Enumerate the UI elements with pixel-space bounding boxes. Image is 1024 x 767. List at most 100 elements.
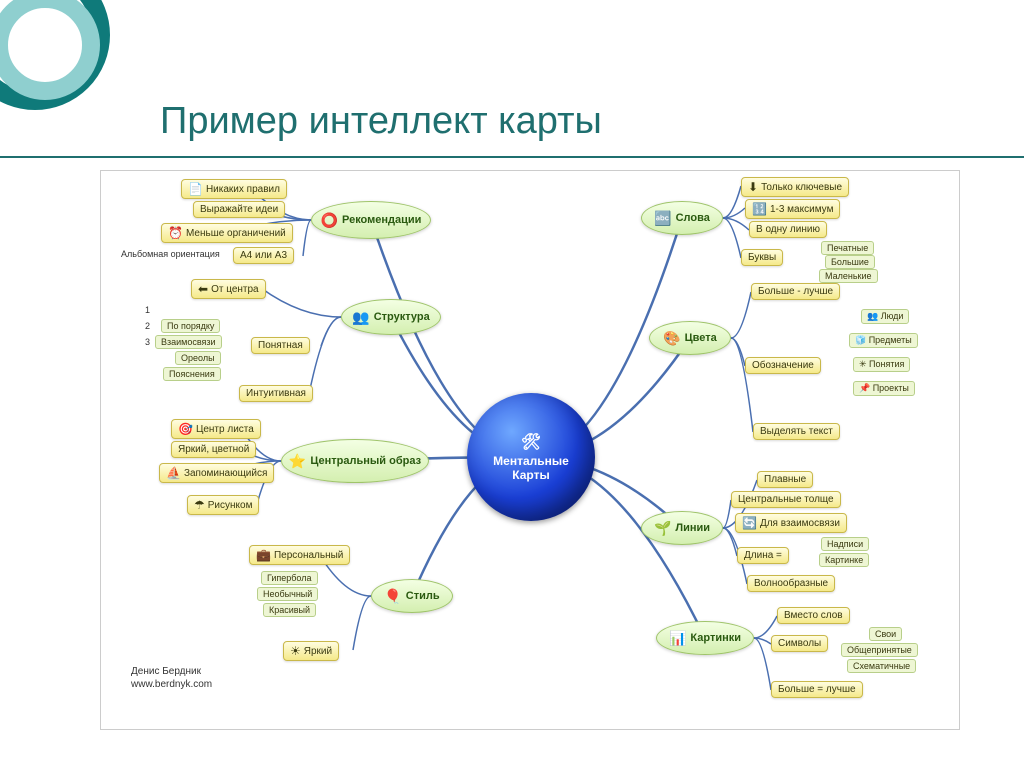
leaf-style-12: ☀Яркий: [283, 641, 339, 661]
leaf-icon: ⬅: [198, 282, 208, 296]
leaf-icon: 🔢: [752, 202, 767, 216]
subleaf-17: Общепринятые: [841, 643, 918, 657]
leaf-label: А4 или А3: [240, 250, 287, 261]
branch-words: 🔤 Слова: [641, 201, 723, 235]
branch-rec: ⭕ Рекомендации: [311, 201, 431, 239]
center-label-1: Ментальные: [493, 454, 569, 468]
branch-lines: 🌱Линии: [641, 511, 723, 545]
leaf-icon: 🔄: [742, 516, 757, 530]
leaf-lines-21: Центральные толще: [731, 491, 841, 508]
branch-style: 🎈Стиль: [371, 579, 453, 613]
leaf-label: Яркий: [304, 646, 332, 657]
tools-icon: 🛠: [521, 432, 541, 452]
pics-label: Картинки: [690, 632, 741, 644]
title-rule: [0, 156, 1024, 158]
lines-label: Линии: [675, 522, 710, 534]
leaf-label: Обозначение: [752, 360, 814, 371]
leaf-struct-4: ⬅От центра: [191, 279, 266, 299]
subleaf-12: ✳ Понятия: [853, 357, 910, 372]
leaf-style-11: 💼Персональный: [249, 545, 350, 565]
style-label: Стиль: [406, 590, 440, 602]
subleaf-13: 📌 Проекты: [853, 381, 915, 396]
branch-cobraz: ⭐Центральный образ: [281, 439, 429, 483]
leaf-label: Только ключевые: [761, 182, 842, 193]
leaf-icon: 💼: [256, 548, 271, 562]
leaf-icon: ⛵: [166, 466, 181, 480]
branch-struct: 👥 Структура: [341, 299, 441, 335]
leaf-icon: ⏰: [168, 226, 183, 240]
branch-pics: 📊Картинки: [656, 621, 754, 655]
leaf-colors-19: Выделять текст: [753, 423, 840, 440]
leaf-cobraz-8: Яркий, цветной: [171, 441, 256, 458]
leaf-rec-0: 📄Никаких правил: [181, 179, 287, 199]
slide-title: Пример интеллект карты: [160, 100, 602, 143]
leaf-rec-2: ⏰Меньше органичений: [161, 223, 293, 243]
rec-label: Рекомендации: [342, 214, 421, 226]
leaf-label: Запоминающийся: [184, 468, 267, 479]
leaf-pics-26: Символы: [771, 635, 828, 652]
leaf-label: От центра: [211, 284, 259, 295]
leaf-icon: 🎯: [178, 422, 193, 436]
subleaf-14: Надписи: [821, 537, 869, 551]
leaf-label: Вместо слов: [784, 610, 843, 621]
leaf-words-14: 🔢1-3 максимум: [745, 199, 840, 219]
leaf-lines-23: Длина =: [737, 547, 789, 564]
leaf-label: Выделять текст: [760, 426, 833, 437]
leaf-label: Персональный: [274, 550, 343, 561]
leaf-label: Выражайте идеи: [200, 204, 278, 215]
subleaf-4: Гипербола: [261, 571, 318, 585]
subleaf-11: 🧊 Предметы: [849, 333, 918, 348]
center-node: 🛠 Ментальные Карты: [467, 393, 595, 521]
leaf-label: Плавные: [764, 474, 806, 485]
rec-icon: ⭕: [321, 212, 338, 229]
plaintext-2: 2: [145, 321, 150, 331]
leaf-label: Больше - лучше: [758, 286, 833, 297]
leaf-label: Яркий, цветной: [178, 444, 249, 455]
struct-icon: 👥: [352, 309, 369, 326]
center-label-2: Карты: [512, 468, 549, 482]
subleaf-18: Схематичные: [847, 659, 916, 673]
leaf-icon: ☀: [290, 644, 301, 658]
leaf-label: Длина =: [744, 550, 782, 561]
plaintext-3: 3: [145, 337, 150, 347]
branch-colors: 🎨Цвета: [649, 321, 731, 355]
credit: Денис Бердник www.berdnyk.com: [131, 665, 212, 691]
leaf-label: Меньше органичений: [186, 228, 286, 239]
leaf-cobraz-9: ⛵Запоминающийся: [159, 463, 274, 483]
leaf-label: Никаких правил: [206, 184, 280, 195]
leaf-cobraz-10: ☂Рисунком: [187, 495, 259, 515]
subleaf-9: Маленькие: [819, 269, 878, 283]
plaintext-1: 1: [145, 305, 150, 315]
plaintext-0: Альбомная ориентация: [121, 249, 220, 259]
corner-decoration: [0, 0, 120, 120]
subleaf-3: Пояснения: [163, 367, 221, 381]
subleaf-1: Взаимосвязи: [155, 335, 222, 349]
words-icon: 🔤: [654, 210, 671, 227]
leaf-lines-22: 🔄Для взаимосвязи: [735, 513, 847, 533]
leaf-label: Волнообразные: [754, 578, 828, 589]
words-label: Слова: [676, 212, 710, 224]
leaf-label: Центральные толще: [738, 494, 834, 505]
subleaf-10: 👥 Люди: [861, 309, 909, 324]
leaf-words-15: В одну линию: [749, 221, 827, 238]
leaf-words-16: Буквы: [741, 249, 783, 266]
subleaf-6: Красивый: [263, 603, 316, 617]
leaf-colors-17: Больше - лучше: [751, 283, 840, 300]
leaf-rec-1: Выражайте идеи: [193, 201, 285, 218]
struct-label: Структура: [374, 311, 430, 323]
leaf-label: 1-3 максимум: [770, 204, 834, 215]
leaf-label: Центр листа: [196, 424, 254, 435]
leaf-pics-27: Больше = лучше: [771, 681, 863, 698]
leaf-label: Символы: [778, 638, 821, 649]
leaf-struct-6: Интуитивная: [239, 385, 313, 402]
subleaf-7: Печатные: [821, 241, 874, 255]
leaf-pics-25: Вместо слов: [777, 607, 850, 624]
subleaf-8: Большие: [825, 255, 875, 269]
credit-name: Денис Бердник: [131, 665, 212, 678]
leaf-label: Буквы: [748, 252, 776, 263]
leaf-label: Больше = лучше: [778, 684, 856, 695]
leaf-label: Рисунком: [208, 500, 253, 511]
leaf-label: Понятная: [258, 340, 303, 351]
credit-url: www.berdnyk.com: [131, 678, 212, 691]
leaf-rec-3: А4 или А3: [233, 247, 294, 264]
